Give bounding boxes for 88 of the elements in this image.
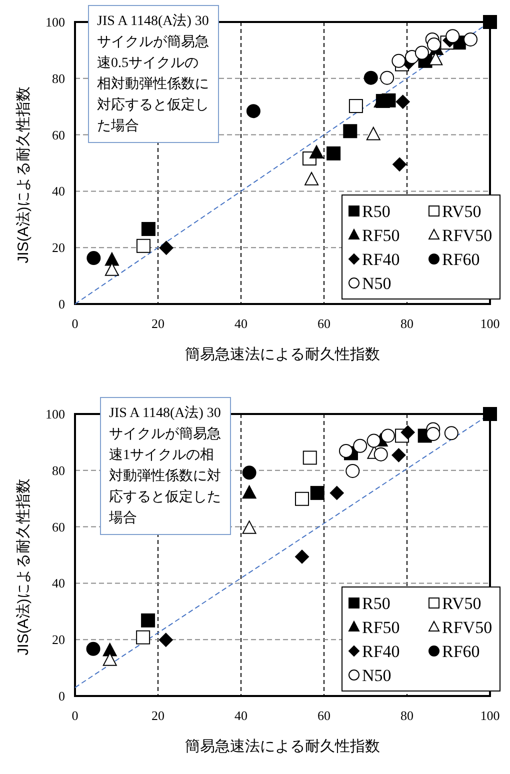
point (446, 29, 460, 44)
x-tick-label: 40 (234, 316, 248, 331)
point (346, 464, 360, 478)
y-axis-title: JIS(A法)による耐久性指数 (15, 478, 32, 656)
x-tick-label: 80 (400, 316, 414, 331)
legend-label: RF40 (362, 642, 400, 661)
point (380, 70, 394, 85)
point (348, 99, 363, 114)
point (86, 251, 101, 266)
point (242, 466, 256, 480)
y-tick-label: 100 (46, 14, 65, 30)
y-tick-label: 80 (52, 462, 65, 478)
point (104, 262, 119, 276)
x-axis-title: 簡易急速法による耐久性指数 (185, 346, 380, 363)
y-tick-label: 60 (52, 127, 65, 142)
point (483, 407, 497, 421)
point (159, 240, 174, 255)
point (392, 54, 406, 68)
point (366, 126, 380, 140)
point (483, 15, 497, 29)
point (141, 613, 156, 628)
x-tick-label: 40 (234, 708, 248, 723)
x-tick-label: 20 (152, 316, 164, 331)
y-tick-label: 60 (52, 519, 65, 534)
point (426, 38, 441, 52)
legend-label: RV50 (442, 202, 482, 221)
legend-label: RF50 (362, 226, 400, 245)
x-tick-label: 0 (72, 708, 78, 723)
x-tick-label: 0 (72, 316, 78, 331)
point (104, 252, 119, 266)
legend-label: N50 (362, 666, 392, 685)
y-tick-label: 100 (46, 406, 65, 422)
point (302, 450, 317, 465)
legend-label: RF50 (362, 618, 400, 637)
x-tick-label: 80 (400, 708, 414, 723)
annotation: JIS A 1148(A法) 30サイクルが簡易急速0.5サイクルの相対動弾性係数に対応すると仮定した場合 (88, 5, 219, 143)
point (246, 104, 260, 118)
annotation: JIS A 1148(A法) 30サイクルが簡易急速1サイクルの相対動弾性係数に対応すると仮定した場合 (100, 397, 231, 535)
point (426, 427, 440, 442)
y-tick-label: 80 (52, 70, 65, 86)
x-tick-label: 20 (152, 708, 164, 723)
legend-label: RF40 (362, 250, 400, 269)
point (310, 486, 324, 500)
legend-label: R50 (362, 202, 390, 221)
point (364, 70, 378, 85)
point (141, 222, 156, 236)
point (330, 486, 344, 500)
legend-label: RF60 (442, 250, 480, 269)
point (338, 444, 353, 458)
x-axis-title: 簡易急速法による耐久性指数 (185, 738, 380, 755)
y-tick-label: 20 (52, 632, 65, 648)
x-tick-label: 60 (318, 316, 330, 331)
point (366, 434, 381, 448)
y-axis-title: JIS(A法)による耐久性指数 (15, 86, 32, 264)
point (428, 52, 443, 66)
point (242, 520, 256, 534)
point (310, 145, 324, 159)
legend-label: RFV50 (442, 226, 492, 245)
point (400, 425, 415, 440)
y-tick-label: 40 (52, 184, 65, 199)
legend-label: N50 (362, 274, 392, 293)
x-tick-label: 60 (318, 708, 330, 723)
legend-label: R50 (362, 594, 390, 613)
point (374, 447, 388, 462)
y-tick-label: 40 (52, 576, 65, 591)
point (295, 550, 310, 564)
point (86, 642, 100, 656)
point (392, 448, 406, 462)
legend-label: RF60 (442, 642, 480, 661)
x-tick-label: 100 (480, 708, 500, 723)
point (343, 124, 358, 138)
point (102, 652, 117, 666)
point (326, 146, 341, 160)
y-tick-label: 0 (58, 688, 65, 704)
point (136, 630, 150, 644)
point (136, 238, 150, 253)
point (304, 172, 319, 186)
legend-label: RV50 (442, 594, 482, 613)
point (353, 438, 368, 453)
legend-label: RFV50 (442, 618, 492, 637)
point (396, 94, 410, 109)
point (392, 157, 407, 172)
y-tick-label: 20 (52, 240, 65, 256)
y-tick-label: 0 (58, 296, 65, 312)
point (242, 485, 256, 499)
x-tick-label: 100 (480, 316, 500, 331)
point (158, 632, 173, 647)
point (414, 46, 429, 60)
